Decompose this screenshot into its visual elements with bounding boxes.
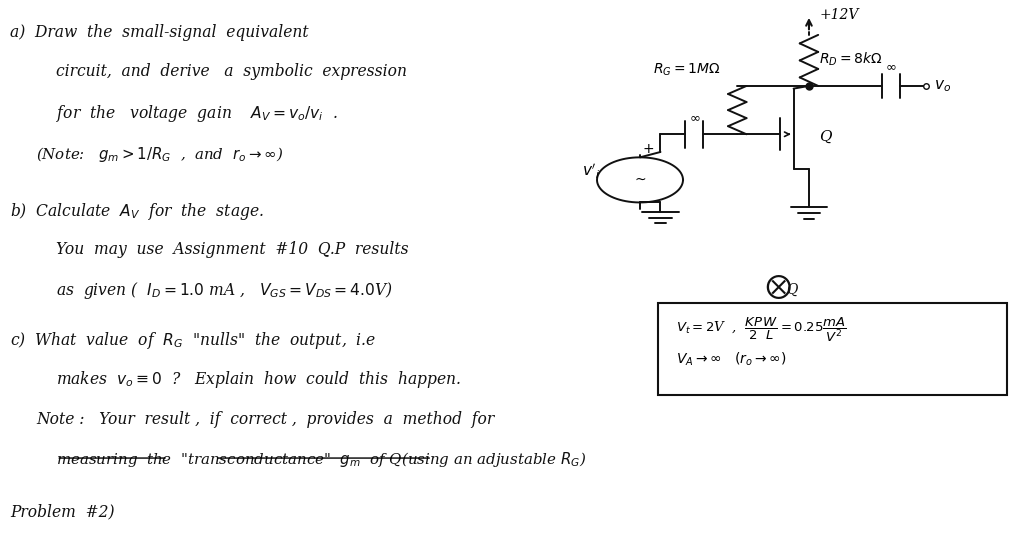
Text: circuit,  and  derive   a  symbolic  expression: circuit, and derive a symbolic expressio… [56, 63, 408, 81]
Text: b)  Calculate  $A_V$  for  the  stage.: b) Calculate $A_V$ for the stage. [10, 201, 264, 222]
Text: measuring  the  "transconductance"  $g_m$  of Q(using an adjustable $R_G$): measuring the "transconductance" $g_m$ o… [56, 450, 587, 469]
Text: makes  $v_o \equiv 0$  ?   Explain  how  could  this  happen.: makes $v_o \equiv 0$ ? Explain how could… [56, 369, 462, 390]
FancyBboxPatch shape [658, 303, 1007, 395]
Text: $v_o$: $v_o$ [934, 78, 951, 94]
Text: (Note:   $g_m > 1/R_G$  ,  and  $r_o \rightarrow \infty$): (Note: $g_m > 1/R_G$ , and $r_o \rightar… [36, 145, 283, 164]
Text: +: + [642, 142, 654, 156]
Text: Q: Q [786, 282, 798, 296]
Text: as  given (  $I_D = 1.0$ mA ,   $V_{GS} = V_{DS} = 4.0$V): as given ( $I_D = 1.0$ mA , $V_{GS} = V_… [56, 280, 393, 301]
Text: +12V: +12V [819, 8, 858, 22]
Text: $\infty$: $\infty$ [885, 61, 897, 74]
Text: a)  Draw  the  small-signal  equivalent: a) Draw the small-signal equivalent [10, 24, 309, 41]
Text: Problem  #2): Problem #2) [10, 504, 115, 521]
Text: $V_t = 2$V  ,  $\dfrac{KP}{2}\dfrac{W}{L} = 0.25\dfrac{mA}{V^2}$: $V_t = 2$V , $\dfrac{KP}{2}\dfrac{W}{L} … [676, 316, 846, 344]
Text: ~: ~ [634, 173, 646, 187]
Text: $\infty$: $\infty$ [688, 112, 700, 125]
Text: $\bigotimes$: $\bigotimes$ [765, 273, 792, 301]
Text: c)  What  value  of  $R_G$  "nulls"  the  output,  i.e: c) What value of $R_G$ "nulls" the outpu… [10, 330, 377, 351]
Text: Q: Q [819, 130, 831, 144]
Text: $R_G = 1M\Omega$: $R_G = 1M\Omega$ [653, 62, 721, 78]
Text: for  the   voltage  gain    $A_V = v_o / v_i$  .: for the voltage gain $A_V = v_o / v_i$ . [56, 103, 338, 124]
Text: $R_D = 8k\Omega$: $R_D = 8k\Omega$ [819, 50, 883, 68]
Text: $v'_i$: $v'_i$ [582, 162, 600, 182]
Text: $V_A \rightarrow \infty$   $(r_o \rightarrow \infty)$: $V_A \rightarrow \infty$ $(r_o \rightarr… [676, 351, 786, 368]
Text: You  may  use  Assignment  #10  Q.P  results: You may use Assignment #10 Q.P results [56, 241, 409, 258]
Text: Note :   Your  result ,  if  correct ,  provides  a  method  for: Note : Your result , if correct , provid… [36, 411, 495, 428]
